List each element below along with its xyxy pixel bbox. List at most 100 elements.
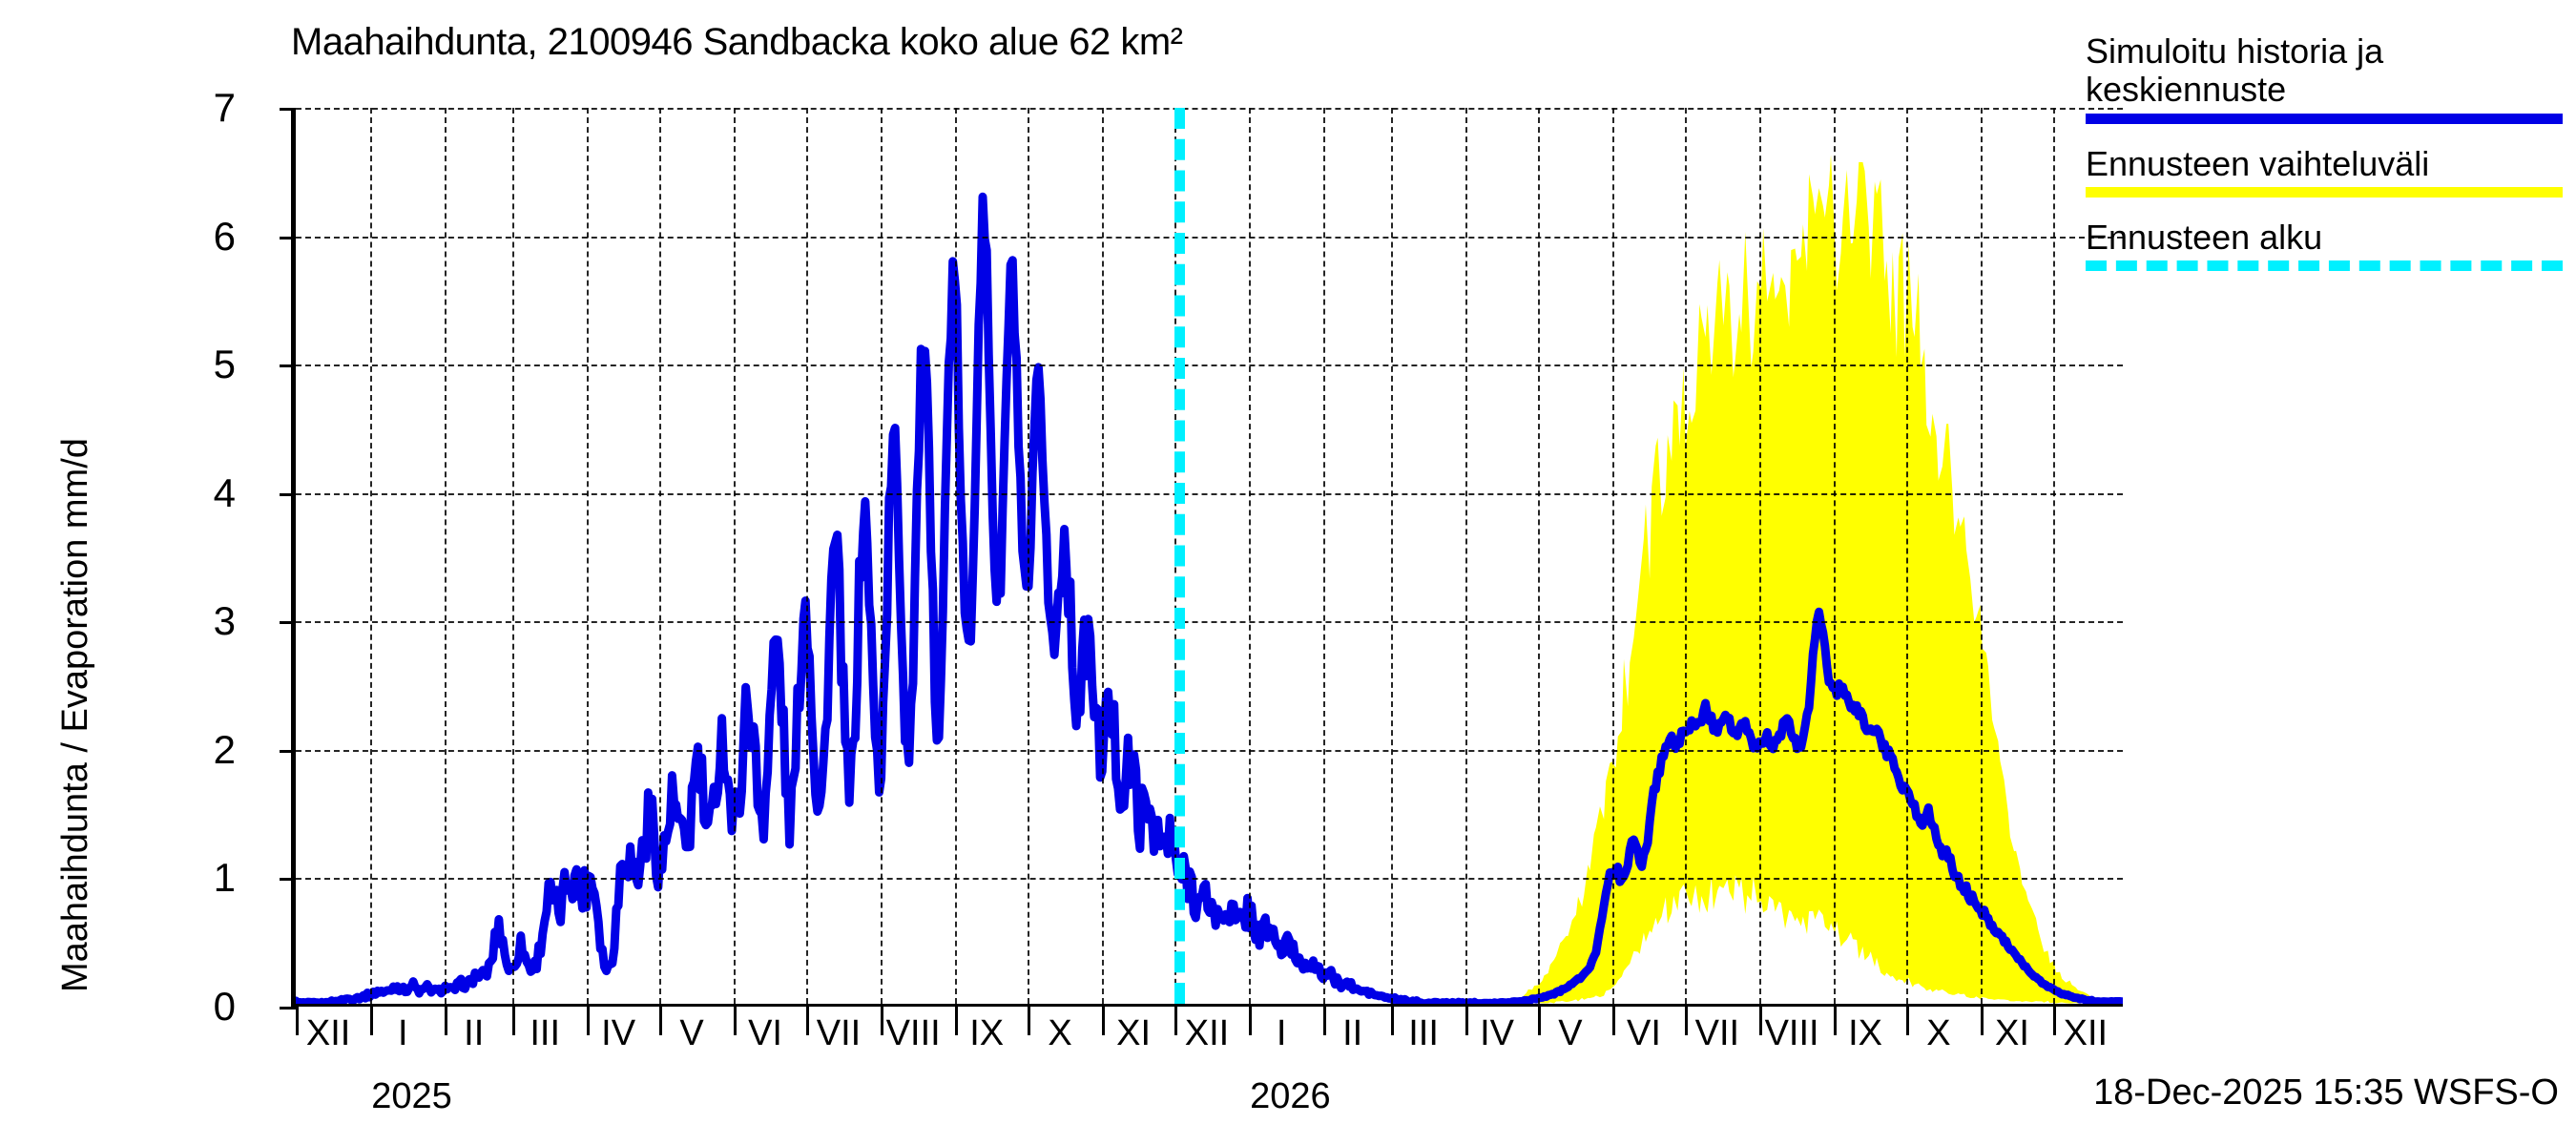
x-tick-mark: [1102, 1007, 1106, 1035]
y-tick-label: 5: [213, 342, 236, 387]
gridline-vertical: [1537, 108, 1540, 1004]
legend-item-range: Ennusteen vaihteluväli: [2086, 144, 2563, 198]
x-month-label: VIII: [1764, 1013, 1819, 1053]
gridline-vertical: [805, 108, 808, 1004]
y-tick-mark: [280, 878, 296, 882]
x-month-label: V: [679, 1013, 704, 1053]
x-month-label: IX: [969, 1013, 1005, 1053]
y-tick-label: 6: [213, 213, 236, 259]
forecast-range-band: [1510, 155, 2123, 1004]
gridline-vertical: [1834, 108, 1837, 1004]
gridline-vertical: [1249, 108, 1252, 1004]
x-month-label: XI: [1994, 1013, 2029, 1053]
gridline-horizontal: [296, 621, 2123, 624]
gridline-vertical: [1323, 108, 1326, 1004]
legend-label-history: Simuloitu historia ja keskiennuste: [2086, 31, 2384, 110]
x-month-label: VIII: [885, 1013, 941, 1053]
gridline-vertical: [587, 108, 590, 1004]
x-month-label: V: [1558, 1013, 1583, 1053]
y-tick-label: 7: [213, 85, 236, 130]
x-month-label: IV: [601, 1013, 636, 1053]
chart-legend: Simuloitu historia ja keskiennuste Ennus…: [2086, 31, 2563, 292]
x-tick-mark: [881, 1007, 884, 1035]
gridline-vertical: [1905, 108, 1908, 1004]
x-month-label: XII: [1184, 1013, 1230, 1053]
gridline-vertical: [1684, 108, 1687, 1004]
x-month-label: I: [398, 1013, 408, 1053]
gridline-vertical: [2052, 108, 2055, 1004]
plot-clip: [296, 108, 2123, 1004]
x-tick-mark: [1249, 1007, 1253, 1035]
chart-title: Maahaihdunta, 2100946 Sandbacka koko alu…: [291, 21, 1183, 63]
y-tick-mark: [280, 749, 296, 753]
x-tick-mark: [512, 1007, 516, 1035]
gridline-horizontal: [296, 236, 2123, 239]
gridline-vertical: [1758, 108, 1761, 1004]
y-tick-label: 3: [213, 598, 236, 644]
legend-item-history: Simuloitu historia ja keskiennuste: [2086, 31, 2563, 124]
y-tick-label: 0: [213, 984, 236, 1029]
x-tick-mark: [1027, 1007, 1030, 1035]
y-tick-label: 1: [213, 855, 236, 901]
gridline-vertical: [1102, 108, 1105, 1004]
x-tick-mark: [805, 1007, 809, 1035]
x-tick-mark: [587, 1007, 591, 1035]
x-month-label: II: [1342, 1013, 1363, 1053]
x-tick-mark: [1758, 1007, 1762, 1035]
legend-item-forecast-start: Ennusteen alku: [2086, 217, 2563, 272]
legend-swatch-forecast-start: [2086, 260, 2563, 272]
gridline-vertical: [881, 108, 883, 1004]
x-tick-mark: [1390, 1007, 1394, 1035]
gridline-horizontal: [296, 878, 2123, 881]
plot-area: [280, 108, 2123, 1035]
x-month-label: XII: [305, 1013, 351, 1053]
chart-canvas: [296, 155, 2123, 1004]
x-tick-mark: [1537, 1007, 1541, 1035]
x-month-label: XII: [2063, 1013, 2109, 1053]
simulated-mean-line: [296, 192, 2123, 1004]
gridline-vertical: [1612, 108, 1615, 1004]
x-tick-mark: [1323, 1007, 1327, 1035]
y-tick-label: 4: [213, 469, 236, 515]
x-month-label: X: [1048, 1013, 1072, 1053]
x-tick-mark: [1684, 1007, 1688, 1035]
x-month-label: VI: [1626, 1013, 1661, 1053]
x-month-label: VI: [748, 1013, 782, 1053]
x-month-label: VII: [816, 1013, 862, 1053]
x-tick-mark: [1905, 1007, 1909, 1035]
footer-timestamp: 18-Dec-2025 15:35 WSFS-O: [2093, 1072, 2559, 1113]
x-month-label: II: [464, 1013, 485, 1053]
x-year-label: 2025: [371, 1076, 452, 1116]
gridline-vertical: [955, 108, 958, 1004]
x-month-label: III: [530, 1013, 561, 1053]
x-tick-mark: [1981, 1007, 1984, 1035]
y-tick-mark: [280, 364, 296, 368]
y-axis-tick-labels: 0 1 2 3 4 5 6 7: [0, 85, 272, 1029]
x-tick-mark: [445, 1007, 448, 1035]
x-tick-mark: [1174, 1007, 1177, 1035]
y-tick-mark: [280, 236, 296, 239]
x-tick-mark: [1834, 1007, 1838, 1035]
gridline-vertical: [658, 108, 661, 1004]
gridline-vertical: [1390, 108, 1393, 1004]
y-tick-label: 2: [213, 726, 236, 772]
x-month-label: IX: [1848, 1013, 1882, 1053]
x-tick-mark: [1612, 1007, 1616, 1035]
gridline-vertical: [370, 108, 373, 1004]
x-tick-mark: [2052, 1007, 2056, 1035]
y-tick-mark: [280, 492, 296, 496]
gridline-vertical: [1981, 108, 1984, 1004]
x-month-label: X: [1926, 1013, 1951, 1053]
x-month-label: IV: [1480, 1013, 1514, 1053]
gridline-vertical: [734, 108, 737, 1004]
legend-label-forecast-start: Ennusteen alku: [2086, 217, 2323, 257]
x-month-label: XI: [1116, 1013, 1151, 1053]
x-tick-mark: [370, 1007, 374, 1035]
x-tick-mark: [734, 1007, 737, 1035]
legend-swatch-history: [2086, 113, 2563, 124]
y-tick-mark: [280, 1007, 296, 1010]
gridline-vertical: [1027, 108, 1029, 1004]
gridline-vertical: [512, 108, 515, 1004]
x-month-label: I: [1276, 1013, 1287, 1053]
x-tick-mark: [296, 1007, 299, 1035]
